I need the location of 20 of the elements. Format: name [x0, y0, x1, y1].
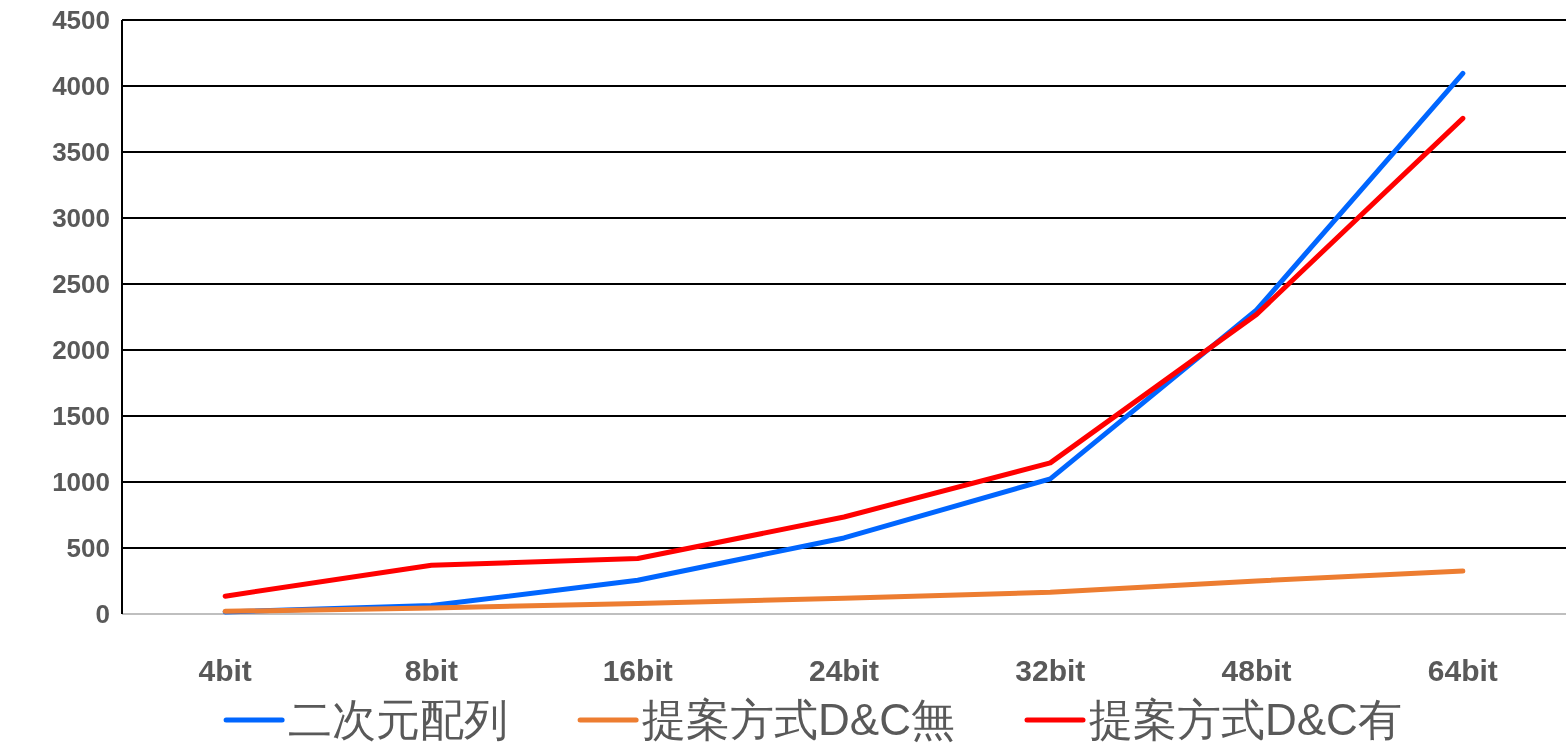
legend-label: 提案方式D&C無: [642, 695, 955, 744]
y-tick-label: 500: [66, 533, 110, 563]
y-tick-label: 0: [95, 599, 110, 629]
legend-label: 提案方式D&C有: [1089, 695, 1402, 744]
y-tick-label: 3500: [52, 137, 110, 167]
y-tick-label: 2500: [52, 269, 110, 299]
x-tick-label: 64bit: [1427, 654, 1498, 687]
x-tick-label: 4bit: [198, 654, 252, 687]
x-tick-label: 48bit: [1221, 654, 1292, 687]
x-tick-label: 24bit: [808, 654, 880, 687]
x-tick-label: 8bit: [404, 654, 459, 687]
y-tick-label: 4500: [52, 5, 110, 35]
y-tick-label: 3000: [52, 203, 110, 233]
y-tick-label: 2000: [52, 335, 110, 365]
y-tick-label: 4000: [52, 71, 110, 101]
y-tick-label: 1000: [52, 467, 110, 497]
y-tick-label: 1500: [52, 401, 110, 431]
x-tick-label: 16bit: [602, 654, 673, 687]
x-tick-label: 32bit: [1015, 654, 1086, 687]
legend-label: 二次元配列: [288, 695, 509, 744]
